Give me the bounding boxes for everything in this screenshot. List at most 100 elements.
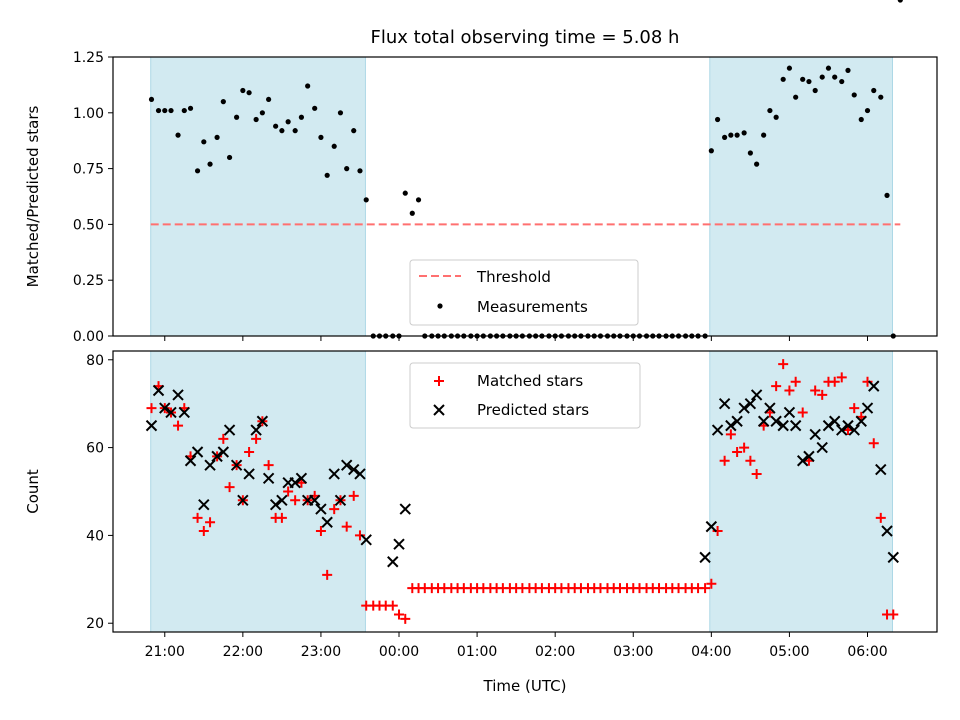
measurement-point bbox=[312, 105, 318, 111]
predicted-stars-point bbox=[881, 525, 893, 537]
measurement-point bbox=[819, 74, 825, 80]
legend-predicted-swatch bbox=[433, 404, 445, 416]
measurement-point bbox=[689, 333, 695, 339]
measurement-point bbox=[812, 87, 818, 94]
measurement-point bbox=[851, 92, 857, 98]
predicted-stars-point bbox=[191, 446, 204, 458]
measurement-point bbox=[708, 148, 714, 154]
measurement-point bbox=[552, 333, 558, 339]
measurement-point bbox=[494, 333, 500, 339]
bottom-legend-box bbox=[409, 362, 641, 429]
measurement-point bbox=[722, 134, 728, 140]
measurement-point bbox=[181, 107, 187, 114]
x-tick-label: 04:00 bbox=[691, 644, 731, 660]
legend-matched-label: Matched stars bbox=[477, 372, 583, 390]
x-tick-label: 21:00 bbox=[145, 644, 185, 660]
matched-stars-point bbox=[387, 600, 398, 611]
measurement-point bbox=[454, 333, 461, 339]
measurement-point bbox=[266, 96, 272, 103]
matched-stars-point bbox=[888, 609, 899, 620]
measurement-point bbox=[214, 134, 220, 140]
predicted-stars-point bbox=[321, 516, 333, 528]
matched-stars-point bbox=[725, 429, 736, 440]
y-tick-label: 1.00 bbox=[73, 106, 104, 122]
measurement-point bbox=[611, 333, 617, 339]
matched-stars-point bbox=[810, 385, 821, 396]
matched-stars-point bbox=[315, 526, 326, 537]
measurement-point bbox=[747, 150, 753, 156]
measurement-point bbox=[148, 96, 155, 103]
predicted-stars-point bbox=[783, 406, 796, 419]
measurement-point bbox=[565, 333, 572, 339]
measurement-point bbox=[806, 78, 812, 85]
measurement-point bbox=[825, 65, 832, 71]
plot-frame bbox=[112, 56, 938, 337]
measurement-point bbox=[415, 197, 422, 203]
top-legend-box bbox=[409, 259, 639, 326]
measurement-point bbox=[636, 333, 643, 339]
legend-measurement-label: Measurements bbox=[477, 298, 588, 316]
measurement-point bbox=[279, 128, 285, 134]
predicted-stars-point bbox=[308, 494, 321, 506]
measurement-point bbox=[292, 128, 298, 134]
y-tick-label: 0.50 bbox=[73, 217, 104, 233]
matched-stars-point bbox=[251, 433, 262, 444]
matched-stars-point bbox=[290, 495, 301, 506]
predicted-stars-point bbox=[842, 419, 854, 432]
measurement-point bbox=[767, 107, 773, 114]
measurement-point bbox=[168, 107, 174, 114]
matched-stars-point bbox=[849, 403, 860, 414]
matched-stars-point bbox=[244, 446, 255, 457]
bottom-legend: Matched stars Predicted stars bbox=[409, 362, 641, 429]
measurement-point bbox=[558, 333, 565, 339]
measurement-point bbox=[714, 116, 721, 123]
matched-stars-point bbox=[797, 407, 808, 418]
chart-title: Flux total observing time = 5.08 h bbox=[371, 27, 680, 48]
measurement-point bbox=[656, 333, 662, 339]
measurement-point bbox=[344, 166, 350, 172]
top-legend: Threshold Measurements bbox=[409, 259, 639, 326]
predicted-stars-point bbox=[230, 459, 243, 471]
matched-stars-point bbox=[745, 455, 756, 466]
measurement-point bbox=[702, 333, 708, 339]
predicted-stars-point bbox=[822, 419, 835, 432]
measurement-point bbox=[461, 333, 467, 339]
matched-stars-point bbox=[739, 442, 750, 453]
measurement-point bbox=[884, 192, 890, 198]
measurement-point bbox=[845, 67, 851, 73]
predicted-stars-point bbox=[887, 551, 899, 564]
x-tick-label: 06:00 bbox=[847, 644, 887, 660]
y-tick-label: 0.75 bbox=[73, 162, 104, 178]
predicted-stars-point bbox=[178, 406, 190, 419]
matched-stars-point bbox=[771, 381, 782, 392]
predicted-stars-point bbox=[256, 415, 269, 427]
matched-stars-point bbox=[719, 455, 730, 466]
x-tick-label: 05:00 bbox=[769, 644, 809, 660]
matched-stars-point bbox=[394, 609, 405, 620]
predicted-stars-point bbox=[315, 503, 327, 515]
measurement-point bbox=[376, 333, 383, 339]
measurement-point bbox=[864, 107, 871, 114]
predicted-stars-point bbox=[836, 424, 848, 436]
matched-stars-point bbox=[146, 403, 157, 414]
measurement-point bbox=[630, 333, 636, 339]
matched-stars-point bbox=[173, 420, 184, 431]
measurement-point bbox=[675, 333, 682, 339]
predicted-stars-point bbox=[757, 415, 770, 427]
predicted-stars-point bbox=[699, 551, 711, 564]
measurement-point bbox=[643, 333, 650, 339]
measurement-point bbox=[519, 333, 525, 339]
measurement-point bbox=[832, 74, 838, 80]
predicted-stars-point bbox=[152, 384, 165, 397]
measurement-point bbox=[773, 114, 779, 120]
shaded-interval-0 bbox=[150, 350, 366, 633]
predicted-stars-point bbox=[711, 424, 724, 436]
measurement-point bbox=[448, 333, 454, 339]
predicted-stars-point bbox=[393, 538, 405, 550]
matched-stars-point bbox=[322, 569, 333, 580]
matched-stars-point bbox=[263, 460, 274, 471]
predicted-stars-point bbox=[387, 556, 399, 568]
predicted-stars-point bbox=[159, 402, 171, 414]
y-tick-label: 80 bbox=[86, 353, 104, 369]
predicted-stars-point bbox=[184, 455, 197, 467]
